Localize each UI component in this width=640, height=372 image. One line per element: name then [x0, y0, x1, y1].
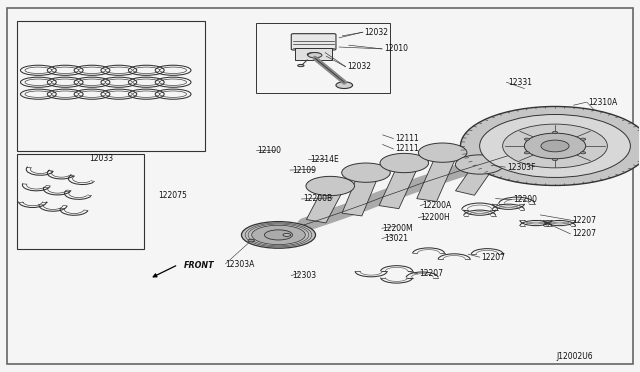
Ellipse shape	[380, 153, 429, 173]
Ellipse shape	[479, 115, 630, 177]
Bar	[17, 21, 205, 151]
FancyBboxPatch shape	[295, 48, 332, 60]
Bar	[17, 154, 145, 249]
Ellipse shape	[283, 234, 291, 236]
Text: 12010: 12010	[384, 44, 408, 53]
Text: 12303: 12303	[292, 271, 317, 280]
Polygon shape	[456, 166, 492, 195]
Text: 12303F: 12303F	[507, 163, 536, 171]
Text: 12111: 12111	[396, 144, 419, 153]
Text: 12200A: 12200A	[422, 201, 451, 210]
Text: 12200B: 12200B	[303, 195, 333, 203]
Text: 12207: 12207	[481, 253, 506, 262]
Text: 12331: 12331	[508, 78, 532, 87]
Text: 12303A: 12303A	[225, 260, 255, 269]
Ellipse shape	[552, 158, 557, 161]
Ellipse shape	[264, 230, 292, 240]
Ellipse shape	[252, 225, 305, 244]
Ellipse shape	[461, 106, 640, 186]
Text: 12314E: 12314E	[310, 155, 339, 164]
Text: 12207: 12207	[572, 216, 596, 225]
Ellipse shape	[541, 140, 569, 152]
Ellipse shape	[524, 138, 529, 140]
Ellipse shape	[524, 152, 529, 154]
Text: 12207: 12207	[572, 229, 596, 238]
Ellipse shape	[456, 155, 504, 174]
Ellipse shape	[342, 163, 390, 182]
Polygon shape	[307, 188, 342, 223]
Ellipse shape	[307, 52, 320, 56]
Ellipse shape	[419, 143, 467, 162]
Ellipse shape	[306, 176, 355, 196]
Text: 12207: 12207	[420, 269, 444, 278]
Ellipse shape	[502, 124, 607, 168]
Polygon shape	[342, 174, 378, 216]
Text: 12200H: 12200H	[420, 213, 450, 222]
Ellipse shape	[580, 152, 586, 154]
Polygon shape	[379, 165, 417, 209]
Text: 122075: 122075	[158, 191, 187, 200]
Text: 12109: 12109	[292, 166, 316, 174]
Text: 13021: 13021	[384, 234, 408, 243]
Ellipse shape	[580, 138, 586, 140]
Text: 12200M: 12200M	[382, 224, 413, 233]
Text: 12032: 12032	[348, 62, 371, 71]
Text: 12032: 12032	[365, 28, 388, 37]
Ellipse shape	[298, 64, 304, 67]
Text: J12002U6: J12002U6	[556, 352, 593, 361]
Polygon shape	[417, 155, 456, 202]
Text: 12033: 12033	[90, 154, 114, 163]
Ellipse shape	[524, 133, 586, 159]
Ellipse shape	[336, 82, 353, 89]
Ellipse shape	[248, 239, 255, 242]
Ellipse shape	[308, 52, 322, 58]
Bar	[256, 23, 390, 93]
FancyBboxPatch shape	[291, 34, 336, 50]
Polygon shape	[479, 153, 514, 171]
Text: 12100: 12100	[257, 146, 282, 155]
Text: FRONT: FRONT	[183, 261, 214, 270]
Text: 12310A: 12310A	[588, 98, 618, 107]
Ellipse shape	[552, 131, 557, 134]
Text: 12200: 12200	[513, 195, 538, 204]
Text: 12111: 12111	[396, 134, 419, 143]
Ellipse shape	[241, 222, 316, 248]
